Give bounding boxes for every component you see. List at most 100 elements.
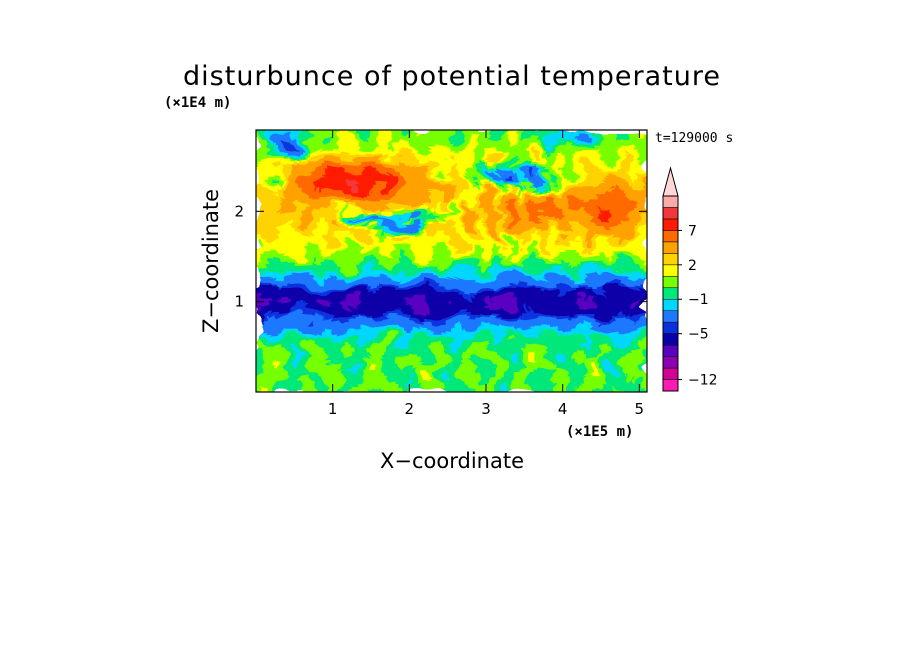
field-cell	[379, 336, 391, 341]
field-cell	[640, 349, 647, 354]
field-cell	[503, 234, 508, 239]
field-cell	[559, 333, 599, 337]
field-cell	[461, 175, 466, 180]
field-cell	[389, 146, 413, 151]
field-cell	[578, 159, 586, 164]
field-cell	[409, 385, 413, 390]
field-cell	[334, 333, 374, 337]
field-cell	[370, 208, 391, 213]
field-cell	[288, 175, 303, 180]
field-cell	[591, 143, 599, 147]
field-cell	[343, 270, 361, 275]
field-cell	[386, 133, 397, 138]
field-cell	[376, 152, 397, 157]
field-cell	[585, 293, 647, 298]
field-cell	[516, 218, 531, 223]
colorbar-segment	[662, 218, 679, 231]
field-cell	[396, 231, 413, 236]
field-cell	[337, 218, 345, 223]
field-cell	[617, 175, 629, 180]
field-cell	[552, 215, 567, 220]
field-cell	[552, 195, 560, 200]
field-cell	[343, 238, 352, 242]
field-cell	[386, 372, 420, 377]
field-cell	[490, 231, 501, 236]
field-cell	[500, 205, 508, 210]
field-cell	[549, 274, 567, 278]
field-cell	[256, 218, 303, 223]
field-cell	[630, 156, 638, 161]
field-cell	[643, 388, 647, 392]
field-cell	[418, 224, 423, 229]
field-cell	[542, 224, 557, 229]
field-cell	[347, 319, 472, 324]
field-cell	[519, 362, 528, 367]
field-cell	[392, 313, 400, 318]
field-cell	[461, 218, 466, 223]
field-cell	[493, 185, 501, 190]
field-cell	[425, 382, 433, 387]
field-cell	[484, 215, 488, 220]
field-cell	[353, 293, 361, 298]
field-cell	[539, 251, 544, 256]
field-cell	[431, 221, 436, 226]
field-cell	[458, 369, 475, 373]
field-cell	[594, 221, 622, 226]
field-cell	[405, 300, 427, 305]
field-cell	[614, 133, 629, 138]
field-cell	[376, 231, 384, 236]
field-cell	[451, 300, 485, 305]
field-cell	[565, 211, 589, 216]
field-cell	[640, 300, 645, 305]
field-cell	[542, 261, 560, 265]
field-cell	[461, 215, 466, 220]
field-cell	[529, 241, 537, 246]
field-cell	[298, 156, 306, 161]
field-cell	[529, 228, 544, 233]
field-cell	[490, 133, 501, 138]
field-cell	[607, 175, 619, 180]
field-cell	[572, 202, 638, 206]
field-cell	[555, 329, 563, 334]
field-cell	[506, 270, 515, 275]
field-cell	[304, 133, 312, 138]
field-cell	[373, 316, 391, 321]
field-cell	[467, 244, 479, 249]
field-cell	[542, 323, 554, 328]
field-cell	[334, 238, 345, 242]
field-cell	[360, 136, 368, 141]
field-cell	[265, 156, 280, 161]
field-cell	[451, 241, 466, 246]
field-cell	[601, 342, 616, 347]
field-cell	[539, 254, 547, 259]
field-cell	[480, 198, 495, 203]
field-cell	[383, 388, 404, 392]
field-cell	[581, 244, 596, 249]
field-cell	[503, 192, 514, 197]
field-cell	[324, 139, 332, 144]
field-cell	[265, 182, 273, 187]
field-cell	[347, 218, 352, 223]
field-cell	[594, 385, 609, 390]
field-cell	[506, 205, 518, 210]
field-cell	[545, 254, 557, 259]
field-cell	[357, 143, 374, 147]
field-cell	[526, 202, 557, 206]
field-cell	[441, 182, 466, 187]
field-cell	[366, 188, 400, 193]
field-cell	[484, 169, 488, 174]
field-cell	[458, 228, 469, 233]
field-cell	[321, 185, 352, 190]
field-cell	[510, 251, 515, 256]
field-cell	[497, 146, 531, 151]
field-cell	[607, 313, 616, 318]
field-cell	[598, 333, 616, 337]
field-cell	[529, 182, 534, 187]
field-cell	[624, 359, 642, 364]
field-cell	[262, 146, 273, 151]
field-cell	[523, 179, 528, 183]
field-cell	[285, 329, 296, 334]
field-cell	[353, 136, 361, 141]
field-cell	[529, 198, 537, 203]
field-cell	[487, 333, 508, 337]
